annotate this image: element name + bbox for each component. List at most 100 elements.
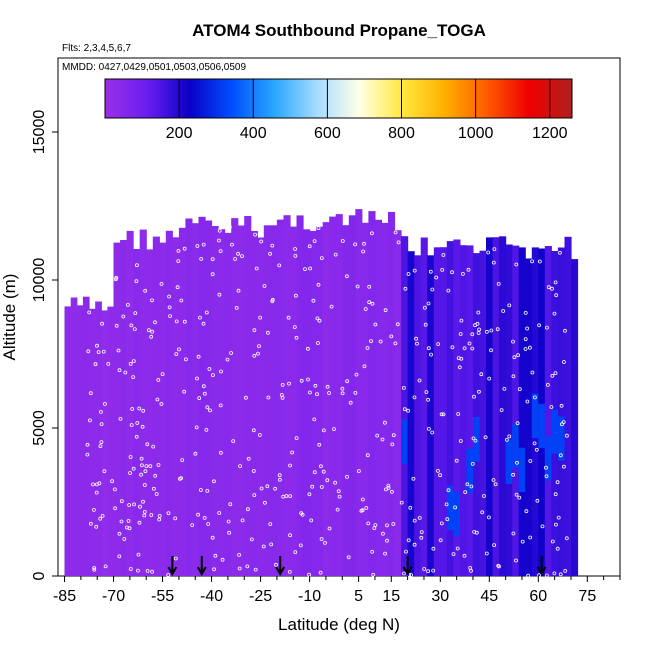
- observation-point: [318, 570, 323, 575]
- observation-point: [469, 568, 473, 573]
- observation-point: [545, 382, 550, 387]
- observation-point: [459, 318, 464, 323]
- observation-point: [245, 507, 250, 512]
- observation-point: [399, 500, 404, 505]
- observation-point: [362, 241, 366, 246]
- observation-point: [257, 433, 262, 437]
- observation-point: [177, 347, 181, 352]
- curtain-patch: [531, 393, 539, 439]
- colorbar-tick-label: 600: [314, 125, 341, 142]
- observation-point: [348, 400, 353, 405]
- observation-point: [145, 569, 150, 573]
- observation-point: [259, 486, 264, 491]
- curtain-column: [473, 253, 481, 576]
- observation-point: [125, 525, 129, 530]
- observation-point: [198, 488, 203, 492]
- observation-point: [149, 513, 154, 517]
- observation-point: [470, 461, 475, 466]
- observation-point: [94, 490, 99, 495]
- observation-point: [98, 516, 103, 521]
- observation-point: [240, 518, 245, 523]
- observation-point: [312, 417, 317, 422]
- observation-point: [423, 322, 428, 327]
- observation-point: [99, 409, 103, 414]
- observation-point: [430, 287, 435, 292]
- observation-point: [114, 323, 119, 328]
- observation-point: [259, 239, 264, 244]
- observation-point: [131, 359, 136, 364]
- observation-point: [198, 315, 202, 320]
- observation-point: [153, 473, 158, 478]
- observation-point: [236, 251, 241, 256]
- observation-point: [473, 438, 478, 443]
- observation-point: [293, 253, 298, 258]
- observation-point: [345, 379, 350, 384]
- observation-point: [537, 259, 542, 264]
- observation-point: [391, 433, 396, 438]
- observation-point: [113, 506, 117, 511]
- observation-point: [246, 456, 251, 461]
- observation-point: [117, 531, 122, 536]
- observation-point: [145, 442, 150, 447]
- observation-point: [92, 507, 96, 512]
- observation-point: [546, 285, 551, 290]
- observation-point: [268, 522, 273, 526]
- observation-point: [325, 384, 330, 389]
- observation-point: [482, 494, 486, 498]
- observation-point: [409, 573, 413, 577]
- observation-point: [453, 505, 458, 510]
- observation-point: [444, 502, 449, 507]
- observation-point: [562, 464, 566, 469]
- curtain-patch: [466, 448, 474, 493]
- curtain-column: [316, 226, 324, 576]
- curtain-column: [414, 255, 422, 577]
- observation-point: [340, 239, 345, 243]
- observation-points: [85, 225, 569, 578]
- sample-arrow-head: [402, 566, 413, 577]
- observation-point: [389, 334, 394, 339]
- observation-point: [441, 253, 446, 257]
- observation-point: [217, 511, 222, 515]
- observation-point: [412, 518, 417, 523]
- curtain-column: [276, 219, 284, 576]
- observation-point: [257, 344, 261, 349]
- curtain-column: [544, 246, 552, 576]
- observation-point: [202, 516, 207, 520]
- observation-point: [511, 339, 515, 344]
- observation-point: [332, 427, 336, 432]
- curtain-column: [564, 236, 572, 577]
- observation-point: [558, 250, 562, 255]
- observation-point: [141, 499, 145, 504]
- colorbar-tick-label: 400: [240, 125, 267, 142]
- observation-point: [167, 294, 172, 299]
- curtain-column: [126, 230, 134, 576]
- observation-point: [128, 361, 133, 366]
- observation-point: [431, 546, 436, 551]
- observation-point: [336, 489, 341, 494]
- observation-point: [554, 522, 558, 527]
- curtain-column: [329, 216, 337, 576]
- curtain-column: [82, 296, 90, 576]
- x-tick-label: -70: [102, 588, 125, 605]
- y-tick-label: 15000: [31, 110, 48, 155]
- observation-point: [106, 361, 111, 366]
- observation-point: [292, 325, 297, 330]
- observation-point: [422, 567, 427, 571]
- observation-point: [528, 535, 533, 540]
- observation-point: [277, 477, 282, 482]
- dates-note: MMDD: 0427,0429,0501,0503,0506,0509: [62, 62, 246, 73]
- observation-point: [103, 564, 108, 569]
- observation-point: [371, 572, 376, 577]
- colorbar-tick-label: 1000: [458, 125, 494, 142]
- observation-point: [231, 439, 236, 444]
- observation-point: [262, 284, 267, 288]
- observation-point: [119, 499, 124, 504]
- observation-point: [195, 244, 200, 248]
- observation-point: [312, 470, 317, 475]
- observation-point: [154, 492, 159, 496]
- observation-point: [315, 316, 320, 321]
- observation-point: [340, 386, 345, 391]
- observation-point: [131, 375, 136, 380]
- sample-arrow-head: [196, 566, 207, 577]
- observation-point: [287, 570, 292, 574]
